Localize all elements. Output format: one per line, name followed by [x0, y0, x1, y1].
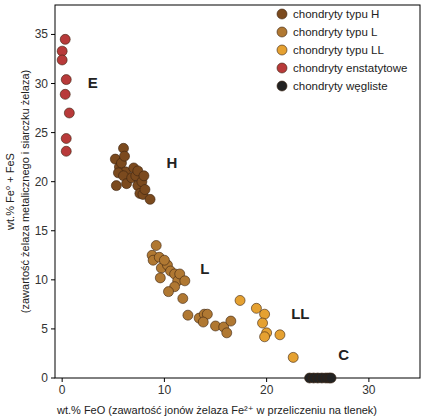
y-tick [51, 83, 55, 84]
point [111, 181, 121, 191]
y-tick [51, 230, 55, 231]
point [60, 89, 70, 99]
point [61, 146, 71, 156]
x-tick-label: 0 [59, 383, 66, 397]
point [57, 46, 67, 56]
point [57, 55, 67, 65]
chart: 0 5 10 15 20 25 30 35 0 10 20 30 wt.% FeO (zawartość… [0, 0, 427, 419]
y-tick [51, 328, 55, 329]
point [180, 276, 190, 286]
point [260, 332, 270, 342]
point [61, 75, 71, 85]
x-tick [368, 378, 369, 382]
legend-marker [277, 9, 287, 19]
x-tick [164, 378, 165, 382]
point [64, 108, 74, 118]
point [198, 317, 208, 327]
y-tick [51, 378, 55, 379]
point [155, 273, 165, 283]
y-tick [51, 181, 55, 182]
point [260, 309, 270, 319]
legend-label: chondryty typu LL [293, 44, 384, 56]
legend-marker [277, 63, 287, 73]
y-tick-label: 25 [35, 126, 49, 140]
annotation: LL [291, 305, 309, 322]
point [139, 171, 149, 181]
y-axis-label: (zawartość żelaza metalicznego i siarczk… [19, 70, 31, 313]
legend-marker [277, 27, 287, 37]
annotation: H [166, 154, 177, 171]
point [145, 194, 155, 204]
point [288, 352, 298, 362]
y-axis-label: wt.% Fe⁰ + FeS [4, 153, 16, 231]
x-axis-label: wt.% FeO (zawartość jonów żelaza Fe²⁺ w … [56, 404, 377, 416]
point [183, 310, 193, 320]
point [275, 330, 285, 340]
point [163, 287, 173, 297]
x-tick [62, 378, 63, 382]
legend-label: chondryty węgliste [293, 80, 388, 92]
point [222, 328, 232, 338]
y-tick-label: 20 [35, 175, 49, 189]
y-tick-label: 5 [41, 322, 48, 336]
point [258, 318, 268, 328]
x-tick-label: 30 [362, 383, 376, 397]
point [60, 34, 70, 44]
point [226, 316, 236, 326]
point [159, 255, 169, 265]
point [178, 293, 188, 303]
x-tick [266, 378, 267, 382]
y-tick-label: 15 [35, 224, 49, 238]
annotation: C [338, 346, 349, 363]
point [140, 185, 150, 195]
y-tick [51, 132, 55, 133]
legend-label: chondryty typu L [293, 26, 378, 38]
point [326, 373, 336, 383]
annotation: E [88, 74, 98, 91]
y-tick-label: 0 [41, 371, 48, 385]
plot-frame [55, 5, 420, 378]
legend-label: chondryty typu H [293, 8, 379, 20]
point [120, 151, 130, 161]
point [151, 240, 161, 250]
legend-marker [277, 45, 287, 55]
point [61, 133, 71, 143]
y-tick [51, 279, 55, 280]
y-tick-label: 30 [35, 77, 49, 91]
y-tick-label: 35 [35, 27, 49, 41]
legend-marker [277, 81, 287, 91]
x-tick-label: 10 [158, 383, 172, 397]
y-tick [51, 34, 55, 35]
point [235, 295, 245, 305]
annotation: L [200, 260, 209, 277]
x-tick-label: 20 [260, 383, 274, 397]
legend-label: chondryty enstatytowe [293, 62, 407, 74]
y-tick-label: 10 [35, 273, 49, 287]
